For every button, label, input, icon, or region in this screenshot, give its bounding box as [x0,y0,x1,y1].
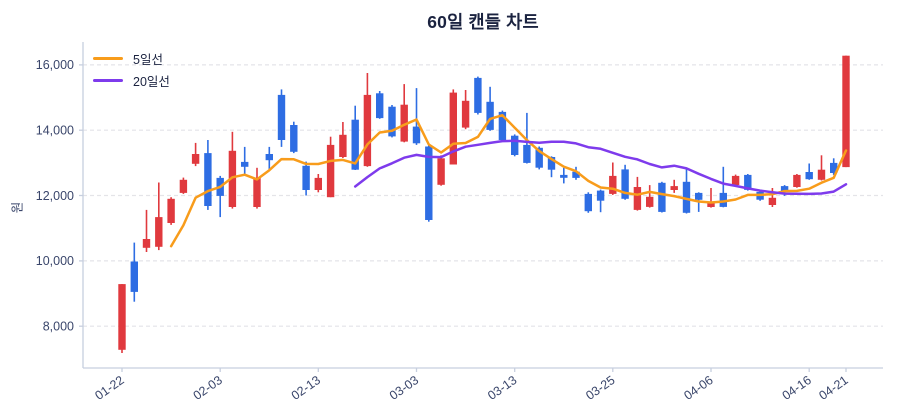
candle-body-up [118,284,126,350]
x-tick-label: 04-16 [780,373,814,403]
x-tick-label: 03-13 [485,373,519,403]
x-tick-label: 02-03 [191,373,225,403]
x-tick-label: 03-03 [387,373,421,403]
candle-body-down [719,192,727,207]
candle-body-up [326,144,335,198]
candle-body-down [523,144,531,163]
legend-label-ma20: 20일선 [133,74,170,89]
candle-body-down [412,126,421,144]
candle-body-up [155,217,163,247]
x-tick-label: 04-06 [681,373,715,403]
candle-body-up [793,174,801,187]
y-tick-label: 8,000 [43,320,74,334]
candle-body-down [511,135,519,155]
chart-title: 60일 캔들 차트 [427,12,539,32]
candle-body-down [351,119,359,170]
candle-body-down [241,161,249,167]
candle-body-up [179,179,188,193]
candle-body-down [584,193,592,212]
candle-body-up [609,175,617,194]
candle-body-down [560,174,568,178]
candle-body-down [474,77,482,113]
candle-body-down [780,186,789,192]
candle-body-down [376,93,384,119]
y-tick-label: 10,000 [36,254,74,268]
candle-body-up [191,154,200,164]
candle-body-down [695,192,703,200]
candle-body-up [314,177,322,190]
y-tick-label: 14,000 [36,124,74,138]
y-tick-label: 12,000 [36,189,74,203]
legend: 5일선 20일선 [93,47,170,91]
candle-body-up [842,55,850,168]
ma20-line-swatch [93,78,123,82]
candle-body-down [290,125,298,152]
x-tick-label: 01-22 [92,373,126,403]
x-tick-label: 04-21 [816,373,850,403]
candle-body-down [535,147,543,168]
ma5-line [169,113,848,248]
candle-body-up [400,104,408,142]
candle-body-down [302,165,310,190]
candle-body-down [682,181,691,213]
y-axis-title: 원 [10,201,25,214]
ma5-line-swatch [93,56,123,60]
candle-body-up [707,202,715,207]
candle-body-down [744,174,752,190]
candle-body-down [425,146,433,220]
candle-body-up [670,186,678,190]
candle-body-down [830,162,838,173]
candle-body-up [646,196,654,207]
candle-body-down [596,190,605,201]
candle-body-down [621,169,629,199]
candle-body-up [731,175,740,185]
candle-body-up [253,177,261,207]
ma20-line [353,139,848,196]
candle-body-down [277,94,286,140]
legend-item-ma20: 20일선 [93,69,170,91]
legend-label-ma5: 5일선 [133,52,163,67]
y-tick-label: 16,000 [36,58,74,72]
candle-body-down [498,111,507,140]
candle-body-up [339,134,347,157]
candle-body-up [437,158,445,185]
candle-body-up [768,197,777,205]
x-tick-label: 02-13 [289,373,323,403]
candle-body-down [265,154,273,161]
candle-body-up [228,150,237,207]
candle-body-down [658,182,666,212]
candle-body-down [388,106,396,137]
candle-body-up [142,239,151,248]
legend-item-ma5: 5일선 [93,47,170,69]
candle-body-up [449,92,457,165]
candle-body-up [817,169,826,180]
x-tick-label: 03-25 [583,373,617,403]
candle-body-up [363,94,372,167]
candle-body-down [130,261,138,292]
candle-body-down [805,172,813,180]
candle-body-down [572,171,580,178]
candle-body-down [547,157,556,170]
candle-body-up [461,100,470,128]
candle-body-down [204,153,212,206]
candle-body-down [486,101,494,130]
candle-body-up [633,187,642,210]
candle-body-up [167,198,175,223]
